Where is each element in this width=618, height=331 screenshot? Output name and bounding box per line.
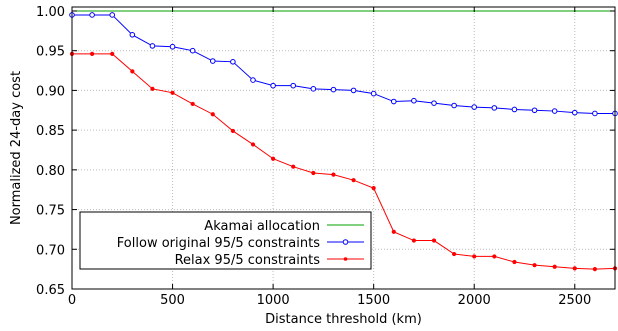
x-tick-label: 0 — [68, 293, 76, 308]
data-point — [169, 43, 176, 50]
y-tick-label: 1.00 — [36, 5, 65, 20]
data-point — [391, 229, 396, 234]
data-point — [551, 108, 558, 114]
data-point — [592, 267, 597, 272]
y-tick-label: 0.90 — [36, 84, 65, 99]
legend-sample-marker — [343, 257, 348, 261]
data-point — [431, 100, 437, 106]
legend-label-follow-original: Follow original 95/5 constraints — [117, 236, 320, 251]
data-point — [451, 102, 457, 109]
data-point — [129, 32, 136, 38]
data-point — [250, 142, 256, 147]
data-point — [330, 86, 337, 93]
series-relax-95-5-constraints — [69, 51, 618, 272]
data-point — [290, 82, 297, 89]
data-point — [271, 156, 276, 161]
data-point — [431, 238, 437, 243]
legend-box — [79, 211, 372, 270]
data-point — [531, 107, 538, 114]
data-point — [250, 77, 256, 83]
data-point — [351, 178, 356, 183]
data-point — [89, 12, 95, 18]
legend: Akamai allocation Follow original 95/5 c… — [79, 211, 372, 270]
data-point — [230, 59, 236, 65]
data-point — [110, 51, 115, 56]
data-point — [170, 90, 175, 95]
axis-ticks: 0 500 1000 1500 2000 2500 0.65 0.70 0.75 0.80 0.85… — [36, 5, 615, 308]
data-point — [150, 86, 155, 91]
data-point — [472, 254, 477, 259]
data-point — [350, 87, 357, 94]
legend-sample-marker — [342, 239, 349, 245]
data-point — [190, 101, 195, 107]
data-point — [552, 264, 557, 269]
data-point — [390, 98, 397, 105]
data-point — [532, 263, 537, 268]
data-point — [130, 69, 135, 74]
data-point — [230, 128, 235, 134]
data-point — [189, 47, 196, 54]
data-point — [310, 86, 317, 92]
data-point — [411, 238, 416, 243]
data-point — [331, 172, 336, 177]
x-tick-label: 2000 — [458, 293, 491, 308]
data-point — [370, 90, 377, 97]
y-tick-label: 0.70 — [36, 243, 65, 258]
legend-samples — [327, 224, 364, 261]
data-point — [492, 254, 497, 259]
data-point — [209, 58, 216, 64]
x-axis-label: Distance threshold (km) — [265, 312, 422, 327]
y-tick-label: 0.75 — [36, 204, 65, 219]
data-point — [452, 251, 457, 257]
data-point — [511, 106, 518, 113]
data-point — [210, 112, 215, 117]
x-tick-label: 500 — [160, 293, 185, 308]
y-tick-label: 0.80 — [36, 164, 65, 179]
y-axis-label: Normalized 24-day cost — [9, 71, 24, 225]
data-point — [471, 104, 478, 110]
x-tick-label: 2500 — [558, 293, 591, 308]
y-tick-label: 0.85 — [36, 124, 65, 139]
series-follow-original-95-5-constraints — [69, 12, 618, 117]
data-point — [109, 12, 116, 18]
data-point — [270, 82, 276, 89]
data-point — [571, 109, 578, 116]
data-point — [411, 97, 417, 104]
y-tick-label: 0.65 — [36, 283, 65, 298]
legend-label-relax: Relax 95/5 constraints — [175, 253, 321, 268]
x-tick-label: 1500 — [357, 293, 390, 308]
legend-label-akamai-allocation: Akamai allocation — [204, 219, 320, 234]
data-point — [592, 110, 598, 117]
data-point — [491, 105, 498, 111]
plot-area-frame — [71, 6, 616, 290]
series-line — [72, 14, 615, 114]
data-point — [149, 43, 156, 49]
data-point — [371, 186, 376, 191]
data-point — [512, 259, 517, 265]
data-point — [311, 170, 316, 176]
data-point — [291, 164, 296, 169]
series-line — [72, 53, 616, 270]
y-tick-label: 0.95 — [36, 45, 65, 60]
x-tick-label: 1000 — [257, 293, 290, 308]
data-point — [572, 266, 577, 271]
data-point — [90, 51, 95, 56]
series-layer — [69, 10, 618, 272]
